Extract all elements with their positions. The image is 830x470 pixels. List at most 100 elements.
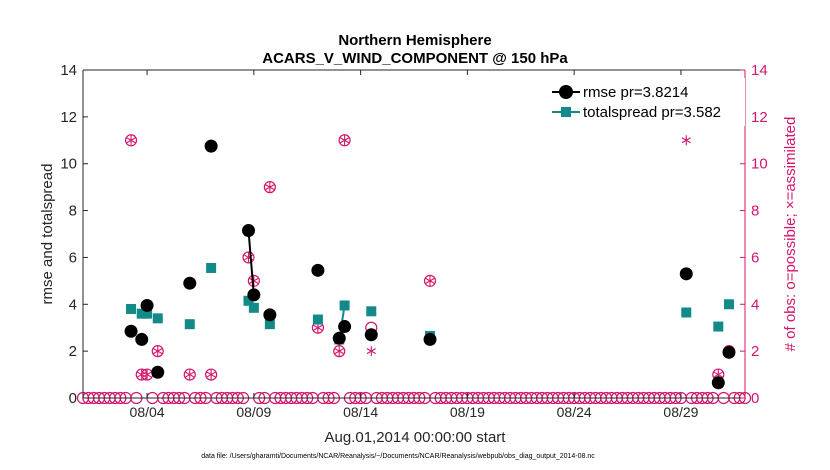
obs-assimilated-marker (334, 346, 344, 357)
asterisk-stroke (249, 277, 259, 284)
rmse-point (247, 288, 261, 302)
obs-assimilated-marker (153, 346, 163, 357)
obs-possible-marker (183, 368, 196, 381)
totalspread-point (126, 303, 137, 314)
rmse-point (423, 332, 437, 346)
obs-assimilated-marker (339, 135, 350, 146)
rmse-point (242, 223, 255, 237)
asterisk-stroke (334, 348, 344, 355)
y2-tick-label: 12 (751, 109, 768, 126)
asterisk-stroke (265, 184, 275, 191)
obs-possible-marker (263, 181, 276, 194)
y2-tick-label: 10 (751, 156, 768, 173)
totalspread-point (184, 319, 195, 330)
totalspread-point (681, 307, 692, 318)
legend-rmse-marker (559, 85, 573, 99)
data-file-footnote: data file: /Users/gharamti/Documents/NCA… (201, 453, 595, 460)
asterisk-stroke (339, 137, 350, 144)
rmse-point (140, 298, 154, 312)
rmse-point (263, 308, 277, 322)
chart-title: Northern Hemisphere (338, 32, 491, 49)
y-tick-label: 12 (60, 109, 77, 126)
obs-assimilated-marker (366, 346, 376, 357)
x-axis-label: Aug.01,2014 00:00:00 start (325, 429, 507, 446)
rmse-point (679, 267, 693, 281)
rmse-point (364, 328, 378, 342)
asterisk-stroke (153, 348, 163, 355)
obs-assimilated-marker (126, 135, 136, 146)
y2-tick-label: 14 (751, 62, 768, 79)
y-tick-label: 6 (69, 249, 77, 266)
obs-possible-marker (242, 251, 255, 264)
obs-possible-marker (338, 134, 351, 147)
y2-axis-label: # of obs: o=possible; ×=assimilated (782, 117, 799, 352)
asterisk-stroke (713, 371, 723, 378)
obs-possible-marker (205, 368, 218, 381)
asterisk-stroke (126, 137, 136, 144)
y-tick-label: 4 (69, 296, 77, 313)
obs-assimilated-marker (142, 369, 152, 380)
rmse-line-segment (247, 230, 255, 295)
legend-spread-marker (561, 107, 571, 117)
x-tick-label: 08/14 (343, 404, 378, 420)
y-tick-label: 0 (69, 390, 77, 407)
y-tick-label: 14 (60, 62, 77, 79)
obs-possible-marker (151, 345, 164, 358)
asterisk-stroke (425, 277, 435, 284)
obs-assimilated-marker (425, 275, 435, 286)
asterisk-stroke (366, 348, 376, 355)
obs-possible-marker (333, 345, 346, 358)
legend-rmse-label: rmse pr=3.8214 (583, 84, 688, 101)
totalspread-point (206, 262, 217, 273)
totalspread-point (136, 308, 147, 319)
totalspread-point (723, 299, 734, 310)
axes: 0 2 4 6 8 10 12 14 0 2 4 6 8 10 12 14 08/04 08/09 08/14 08/… (60, 62, 767, 420)
totalspread-point (366, 306, 377, 317)
rmse-point (338, 320, 352, 334)
totalspread-point (243, 295, 254, 306)
x-tick-label: 08/04 (130, 404, 165, 420)
y-tick-label: 8 (69, 203, 77, 220)
y-tick-label: 2 (69, 343, 77, 360)
y2-tick-label: 6 (751, 249, 759, 266)
rmse-point (332, 331, 346, 345)
totalspread-point (152, 313, 163, 324)
y-tick-label: 10 (60, 156, 77, 173)
obs-assimilated-marker (265, 182, 275, 193)
legend-box (545, 78, 745, 126)
rmse-point (183, 276, 197, 290)
y2-tick-label: 0 (751, 390, 759, 407)
obs-assimilated-marker (185, 369, 195, 380)
legend: rmse pr=3.8214 totalspread pr=3.582 (545, 78, 745, 126)
chart-subtitle: ACARS_V_WIND_COMPONENT @ 150 hPa (262, 50, 568, 67)
y2-tick-label: 2 (751, 343, 759, 360)
x-tick-label: 08/29 (663, 404, 698, 420)
rmse-point (135, 332, 149, 346)
asterisk-stroke (681, 137, 691, 144)
totalspread-point (248, 302, 259, 313)
asterisk-stroke (185, 371, 195, 378)
rmse-point (124, 324, 138, 338)
totalspread-point (312, 314, 323, 325)
asterisk-stroke (313, 324, 323, 331)
y2-tick-label: 4 (751, 296, 759, 313)
legend-spread-label: totalspread pr=3.582 (583, 104, 721, 121)
x-tick-label: 08/24 (557, 404, 592, 420)
asterisk-stroke (206, 371, 216, 378)
y-axis-label: rmse and totalspread (39, 164, 56, 305)
asterisk-stroke (142, 371, 152, 378)
rmse-point (151, 365, 165, 379)
obs-assimilated-marker (681, 135, 691, 146)
x-tick-label: 08/09 (236, 404, 271, 420)
rmse-point (311, 263, 325, 277)
totalspread-point (264, 319, 275, 330)
obs-possible-marker (124, 134, 138, 147)
obs-possible-marker (423, 274, 437, 287)
totalspread-point (713, 321, 724, 332)
rmse-point (204, 139, 218, 153)
y2-tick-label: 8 (751, 203, 759, 220)
x-tick-label: 08/19 (450, 404, 485, 420)
totalspread-point (339, 300, 350, 311)
totalspread-point (142, 308, 153, 319)
